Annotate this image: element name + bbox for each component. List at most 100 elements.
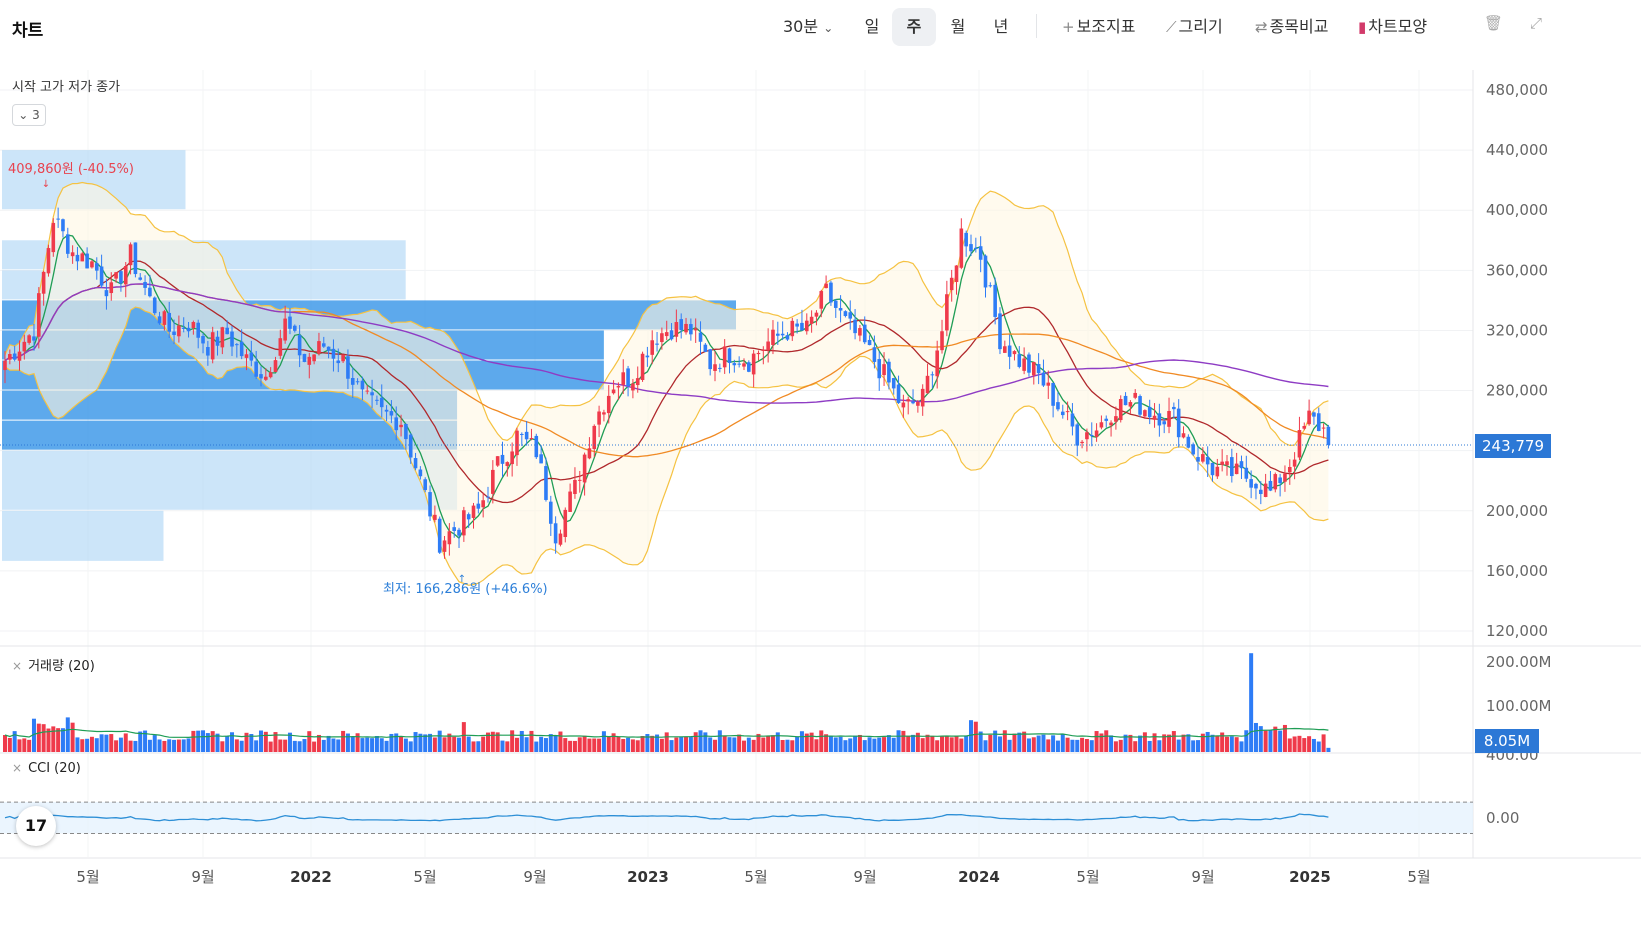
candle-body — [838, 308, 843, 311]
volume-pane-label: × 거래량 (20) — [12, 655, 95, 674]
period-tab-year[interactable]: 년 — [993, 17, 1009, 36]
volume-bar — [316, 734, 321, 752]
compare-button[interactable]: ⇄ 종목비교 — [1255, 14, 1328, 40]
volume-bar — [321, 739, 326, 752]
candle-body — [244, 354, 249, 358]
volume-bar — [94, 738, 99, 752]
candle-body — [413, 458, 418, 469]
candle-body — [1215, 466, 1220, 477]
candle-body — [1138, 396, 1142, 415]
volume-bar — [1263, 730, 1268, 752]
volume-bar — [630, 739, 635, 752]
volume-bar — [930, 735, 935, 752]
period-tab-day[interactable]: 일 — [864, 17, 880, 36]
candle-body — [708, 349, 712, 370]
candle-body — [389, 411, 394, 416]
volume-bar — [703, 732, 708, 752]
candle-body — [143, 281, 147, 288]
candle-body — [94, 263, 99, 271]
candle-body — [46, 248, 51, 274]
candle-body — [809, 316, 814, 324]
drawing-button[interactable]: ⟋ 그리기 — [1166, 14, 1223, 40]
candle-body — [529, 438, 534, 440]
expand-icon[interactable]: ⤢ — [1530, 14, 1543, 32]
volume-bar — [437, 730, 442, 752]
price-tick-label: 360,000 — [1486, 261, 1548, 279]
indicator-button-label: 보조지표 — [1076, 17, 1136, 36]
candle-body — [650, 340, 655, 355]
period-tab-week[interactable]: 주 — [892, 8, 936, 46]
volume-bar — [268, 741, 273, 752]
volume-bar — [572, 740, 577, 752]
bollinger-upper-line — [4, 181, 1329, 447]
time-tick-label: 5월 — [1076, 868, 1099, 886]
candle-body — [331, 348, 336, 359]
candle-body — [307, 356, 312, 365]
volume-bar — [447, 733, 452, 752]
candle-body — [573, 479, 577, 495]
candle-body — [727, 348, 732, 364]
candle-body — [1089, 434, 1094, 436]
plus-icon: + — [1062, 18, 1075, 36]
candle-body — [761, 349, 766, 351]
candle-body — [626, 368, 630, 387]
candle-body — [8, 354, 12, 360]
pencil-icon: ⟋ — [1166, 18, 1177, 36]
candle-body — [225, 327, 229, 335]
candle-body — [524, 431, 529, 440]
time-tick-label: 9월 — [853, 868, 876, 886]
price-chart[interactable]: 480,000 440,000 400,000 360,000 320,000 280,0… — [0, 56, 1641, 942]
volume-bar — [1176, 739, 1181, 752]
candle-body — [360, 380, 365, 390]
volume-bar — [1215, 736, 1220, 752]
volume-bar — [853, 735, 858, 752]
candle-body — [1017, 354, 1022, 367]
volume-bar — [1239, 741, 1244, 752]
candle-body — [814, 312, 819, 317]
candle-body — [1114, 416, 1118, 422]
candle-body — [201, 336, 205, 344]
candle-body — [882, 364, 886, 376]
candle-body — [1191, 444, 1195, 455]
current-volume-tag: 8.05M — [1475, 729, 1539, 753]
volume-bar — [283, 739, 288, 752]
candle-body — [998, 313, 1002, 350]
volume-bar — [1080, 737, 1085, 752]
period-tab-month[interactable]: 월 — [950, 17, 966, 36]
candle-body — [152, 297, 157, 314]
candle-body — [418, 469, 423, 477]
close-icon[interactable]: × — [12, 761, 23, 775]
volume-bar — [606, 736, 611, 752]
candle-body — [3, 360, 7, 371]
candle-body — [1254, 483, 1258, 489]
candle-body — [877, 359, 882, 379]
volume-bar — [297, 741, 302, 752]
ma-longest-line — [4, 283, 1329, 404]
candle-body — [954, 265, 959, 283]
volume-bar — [713, 739, 718, 752]
volume-bar — [534, 741, 539, 752]
volume-bar — [157, 739, 162, 752]
volume-bar — [514, 737, 519, 752]
candle-body — [133, 242, 138, 275]
candle-body — [355, 381, 360, 383]
candle-body — [611, 389, 616, 394]
volume-bar — [577, 737, 582, 752]
indicator-button[interactable]: + 보조지표 — [1062, 14, 1135, 40]
interval-select[interactable]: 30분 ⌄ — [783, 14, 833, 40]
volume-bar — [345, 733, 350, 752]
volume-bar — [196, 730, 201, 752]
page-title: 차트 — [12, 21, 44, 41]
candle-body — [747, 362, 751, 372]
candle-body — [462, 510, 466, 536]
chart-style-button[interactable]: ▮ 차트모양 — [1358, 14, 1427, 40]
candle-body — [181, 327, 186, 329]
volume-bar — [1244, 730, 1249, 752]
trash-icon[interactable]: 🗑 — [1484, 14, 1504, 32]
volume-bar — [988, 734, 993, 752]
legend-collapse-button[interactable]: ⌄ 3 — [12, 104, 46, 126]
candle-body — [1080, 441, 1084, 444]
candle-body — [206, 347, 210, 356]
tradingview-logo-icon[interactable]: 17 — [16, 806, 56, 846]
close-icon[interactable]: × — [12, 659, 23, 673]
